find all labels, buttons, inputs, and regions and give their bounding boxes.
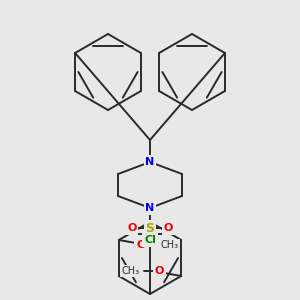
Text: O: O <box>154 266 164 276</box>
Text: N: N <box>146 157 154 167</box>
Text: S: S <box>146 221 154 235</box>
Text: CH₃: CH₃ <box>121 266 139 276</box>
Text: O: O <box>163 223 173 233</box>
Text: O: O <box>136 240 146 250</box>
Text: O: O <box>127 223 137 233</box>
Text: CH₃: CH₃ <box>161 240 179 250</box>
Text: Cl: Cl <box>144 235 156 245</box>
Text: N: N <box>146 203 154 213</box>
